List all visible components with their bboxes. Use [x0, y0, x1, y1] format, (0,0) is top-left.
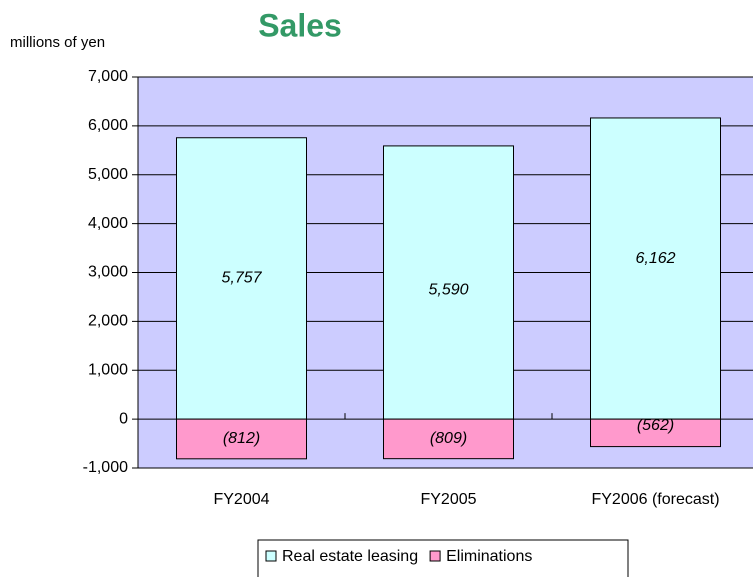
legend-label: Real estate leasing [282, 548, 418, 565]
y-tick-label: 6,000 [88, 117, 128, 134]
legend-swatch [429, 550, 441, 562]
y-tick-label: 7,000 [88, 68, 128, 85]
y-axis-label: millions of yen [10, 34, 105, 51]
data-label: (809) [430, 430, 467, 447]
data-label: 6,162 [635, 250, 675, 267]
y-tick-label: 1,000 [88, 361, 128, 378]
bar [590, 418, 721, 448]
legend-box [257, 539, 629, 577]
y-tick-label: -1,000 [83, 459, 128, 476]
bar [176, 418, 307, 460]
x-tick-label: FY2005 [420, 491, 476, 508]
chart-title: Sales [258, 7, 342, 43]
data-label: 5,590 [428, 282, 468, 299]
y-tick-label: 2,000 [88, 313, 128, 330]
data-label: 5,757 [221, 270, 262, 287]
y-tick-label: 5,000 [88, 166, 128, 183]
legend-label: Eliminations [446, 548, 532, 565]
data-label: (562) [637, 417, 674, 434]
legend-swatch [265, 550, 277, 562]
bar [176, 137, 307, 420]
x-tick-label: FY2004 [213, 491, 269, 508]
bar [590, 117, 721, 420]
bar [383, 145, 514, 420]
y-tick-label: 0 [119, 410, 128, 427]
x-tick-label: FY2006 (forecast) [591, 491, 719, 508]
legend: Real estate leasing Eliminations [257, 539, 629, 577]
data-label: (812) [223, 430, 260, 447]
y-tick-label: 3,000 [88, 264, 128, 281]
y-tick-label: 4,000 [88, 215, 128, 232]
bar [383, 418, 514, 460]
